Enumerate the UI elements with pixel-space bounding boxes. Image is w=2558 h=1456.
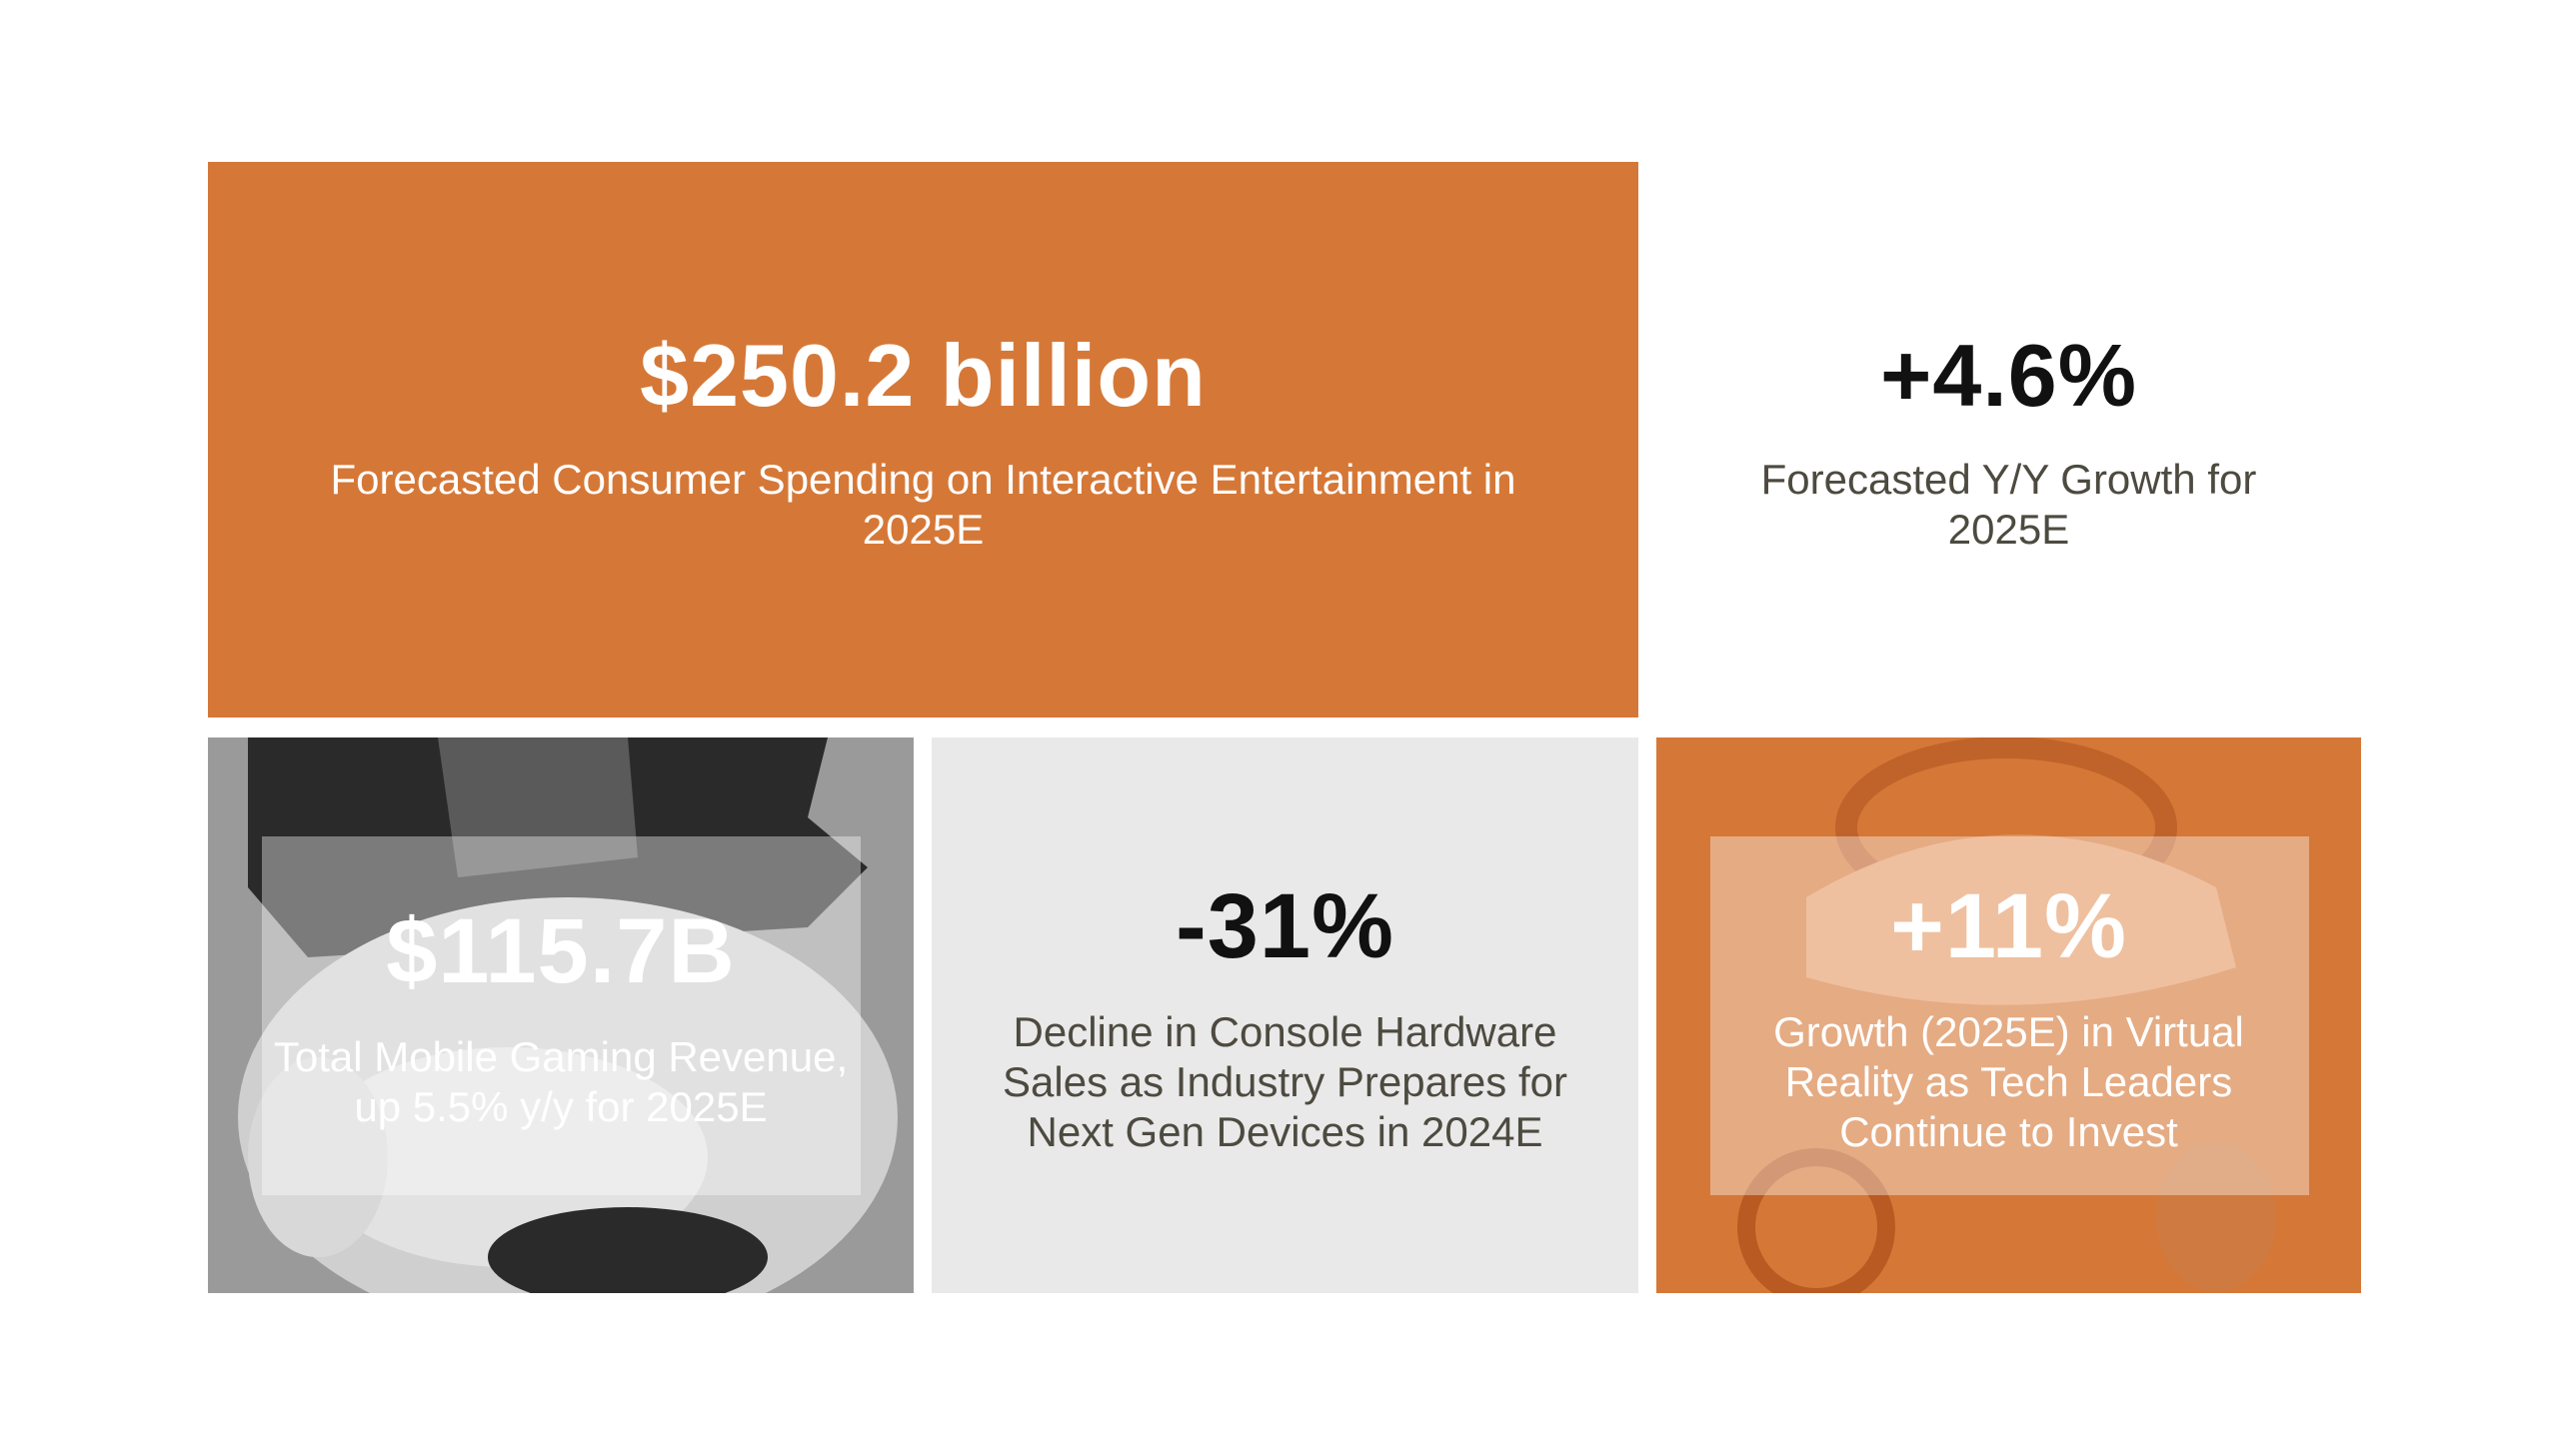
mobile-value: $115.7B bbox=[386, 899, 736, 1002]
hero-stat-tile: $250.2 billion Forecasted Consumer Spend… bbox=[208, 162, 1638, 718]
vr-overlay-panel bbox=[1710, 836, 2309, 1195]
mobile-caption: Total Mobile Gaming Revenue, up 5.5% y/y… bbox=[273, 1032, 849, 1130]
hero-caption: Forecasted Consumer Spending on Interact… bbox=[330, 456, 1516, 553]
growth-value: +4.6% bbox=[1880, 326, 2137, 425]
growth-stat-tile: +4.6% Forecasted Y/Y Growth for 2025E bbox=[1656, 162, 2361, 718]
hero-value: $250.2 billion bbox=[640, 326, 1207, 425]
console-value: -31% bbox=[1176, 874, 1394, 977]
console-caption: Decline in Console Hardware Sales as Ind… bbox=[1003, 1007, 1567, 1155]
vr-caption: Growth (2025E) in Virtual Reality as Tec… bbox=[1773, 1007, 2244, 1155]
vr-value: +11% bbox=[1890, 874, 2127, 977]
console-stat-tile: -31% Decline in Console Hardware Sales a… bbox=[932, 737, 1638, 1293]
mobile-overlay-panel bbox=[262, 836, 861, 1195]
vr-headset-image bbox=[1737, 737, 2276, 1293]
growth-caption: Forecasted Y/Y Growth for 2025E bbox=[1760, 456, 2257, 553]
monopoly-mascot-image bbox=[238, 737, 898, 1293]
mobile-stat-tile: $115.7B Total Mobile Gaming Revenue, up … bbox=[208, 737, 914, 1293]
vr-stat-tile: +11% Growth (2025E) in Virtual Reality a… bbox=[1656, 737, 2361, 1293]
